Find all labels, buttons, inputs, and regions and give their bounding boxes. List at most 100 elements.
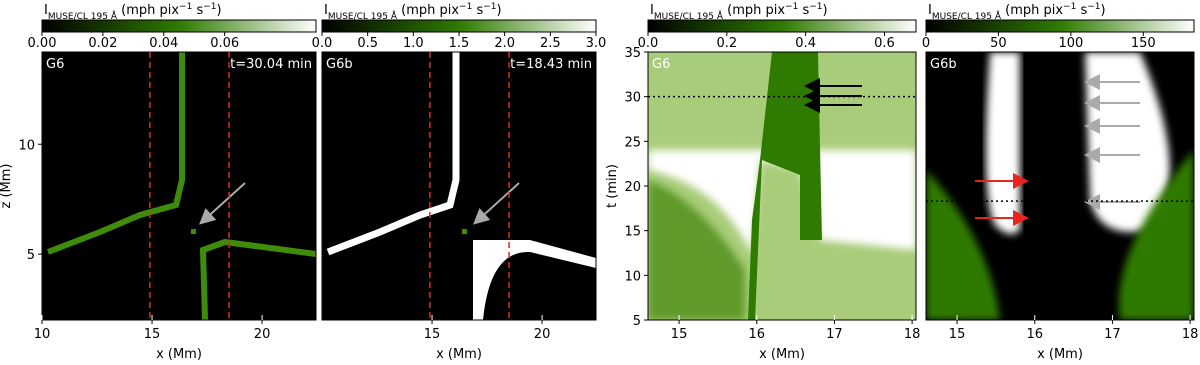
- x-tick-label: 17: [826, 327, 843, 342]
- label-part: MUSE/CL 195 Å: [328, 10, 398, 22]
- bright-pixel: [462, 229, 467, 234]
- bright-pixel: [191, 229, 196, 234]
- x-tick-label: 20: [254, 327, 271, 342]
- label-part: −1: [1063, 2, 1076, 12]
- x-tick-label: 15: [949, 327, 966, 342]
- panel-label: G6: [652, 57, 670, 72]
- label-part: I: [44, 3, 48, 18]
- panel-label: G6b: [326, 57, 353, 72]
- colorbar-tick-label: 0: [922, 36, 930, 51]
- label-part: I: [928, 3, 932, 18]
- x-axis-label: x (Mm): [759, 347, 805, 362]
- loop-structure: [473, 240, 596, 320]
- y-tick-label: 5: [27, 248, 35, 263]
- label-part: MUSE/CL 195 Å: [932, 10, 1002, 22]
- colorbar-tick-label: 1.0: [403, 36, 424, 51]
- y-tick-label: 30: [624, 91, 641, 106]
- bright-region: [648, 150, 916, 255]
- plot-area: [926, 52, 1194, 320]
- label-part: −1: [483, 2, 496, 12]
- plot-area: [42, 52, 316, 320]
- colorbar-label: IMUSE/CL 195 Å (mph pix−1 s−1): [650, 2, 828, 22]
- axes-frame: [925, 51, 1195, 321]
- label-part: s: [472, 3, 483, 18]
- label-part: s: [192, 3, 203, 18]
- label-part: (mph pix: [117, 3, 179, 18]
- x-tick-label: 15: [424, 327, 441, 342]
- colorbar: [41, 19, 317, 33]
- label-part: ): [823, 3, 828, 18]
- colorbar-tick-label: 0.02: [88, 36, 117, 51]
- x-tick-label: 17: [1104, 327, 1121, 342]
- label-part: ): [497, 3, 502, 18]
- loop-structure: [326, 52, 460, 256]
- x-tick-label: 15: [144, 327, 161, 342]
- y-tick-label: 20: [624, 180, 641, 195]
- y-tick-label: 10: [18, 138, 35, 153]
- y-tick-label: 10: [624, 269, 641, 284]
- axes-frame: [41, 51, 317, 321]
- label-part: −1: [179, 2, 192, 12]
- arrow: [473, 182, 520, 225]
- colorbar-tick-label: 2.5: [540, 36, 561, 51]
- arrow: [199, 182, 246, 225]
- colorbar-tick-label: 0.2: [716, 36, 737, 51]
- time-annotation: t=30.04 min: [230, 57, 312, 72]
- colorbar-label: IMUSE/CL 195 Å (mph pix−1 s−1): [324, 2, 502, 22]
- panel-label: G6: [46, 57, 64, 72]
- label-part: (mph pix: [723, 3, 785, 18]
- colorbar-tick-label: 2.0: [494, 36, 515, 51]
- colorbar-tick-label: 0.00: [28, 36, 57, 51]
- plot-area: [322, 52, 596, 320]
- colorbar-tick-label: 0.0: [638, 36, 659, 51]
- plot-area: [648, 52, 916, 320]
- colorbar-tick-label: 0.4: [795, 36, 816, 51]
- colorbar-tick-label: 0.06: [210, 36, 239, 51]
- x-axis-label: x (Mm): [156, 347, 202, 362]
- colorbar-tick-label: 150: [1131, 36, 1156, 51]
- colorbar-tick-label: 0.0: [312, 36, 333, 51]
- colorbar-tick-label: 100: [1058, 36, 1083, 51]
- colorbar-tick-label: 0.04: [149, 36, 178, 51]
- dark-band: [748, 52, 822, 320]
- label-part: ): [1101, 3, 1106, 18]
- label-part: I: [650, 3, 654, 18]
- x-tick-label: 18: [904, 327, 921, 342]
- label-part: −1: [1087, 2, 1100, 12]
- colorbar-tick-label: 3.0: [586, 36, 607, 51]
- colorbar-label: IMUSE/CL 195 Å (mph pix−1 s−1): [44, 2, 222, 22]
- label-part: s: [1076, 3, 1087, 18]
- label-part: −1: [785, 2, 798, 12]
- label-part: I: [324, 3, 328, 18]
- colorbar-tick-label: 0.6: [874, 36, 895, 51]
- x-tick-label: 15: [671, 327, 688, 342]
- colorbar-tick-label: 1.5: [449, 36, 470, 51]
- x-axis-label: x (Mm): [436, 347, 482, 362]
- y-axis-label: t (min): [605, 164, 620, 208]
- time-annotation: t=18.43 min: [510, 57, 592, 72]
- x-tick-label: 18: [1182, 327, 1199, 342]
- label-part: MUSE/CL 195 Å: [654, 10, 724, 22]
- label-part: −1: [203, 2, 216, 12]
- panel-label: G6b: [930, 57, 957, 72]
- colorbar-tick-label: 50: [990, 36, 1007, 51]
- y-axis-label: z (Mm): [0, 164, 14, 209]
- bright-region: [986, 52, 1020, 234]
- x-tick-label: 10: [34, 327, 51, 342]
- y-tick-label: 5: [633, 314, 641, 329]
- label-part: −1: [809, 2, 822, 12]
- label-part: ): [217, 3, 222, 18]
- x-axis-label: x (Mm): [1037, 347, 1083, 362]
- loop-structure: [199, 238, 316, 320]
- x-tick-label: 16: [748, 327, 765, 342]
- label-part: s: [798, 3, 809, 18]
- bright-region: [648, 180, 745, 320]
- label-part: (mph pix: [1001, 3, 1063, 18]
- y-tick-label: 25: [624, 135, 641, 150]
- x-tick-label: 16: [1026, 327, 1043, 342]
- bright-region: [1085, 52, 1170, 232]
- halo: [1118, 150, 1194, 320]
- halo: [926, 170, 1000, 320]
- label-part: −1: [459, 2, 472, 12]
